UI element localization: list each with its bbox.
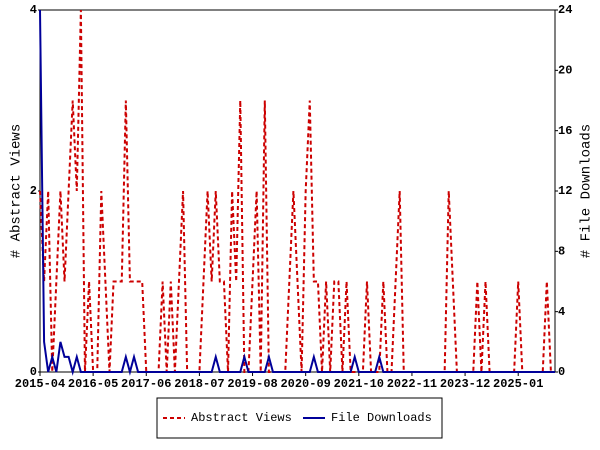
legend-box bbox=[156, 397, 443, 439]
legend-label: Abstract Views bbox=[191, 411, 292, 425]
y2-tick-label: 24 bbox=[558, 3, 572, 17]
y-axis-label: # Abstract Views bbox=[9, 124, 25, 258]
plot-frame bbox=[39, 9, 556, 373]
x-tick-label: 2023-12 bbox=[440, 377, 490, 391]
y-tick-label: 0 bbox=[30, 365, 37, 379]
x-tick-label: 2021-10 bbox=[334, 377, 384, 391]
y2-tick-label: 20 bbox=[558, 64, 572, 78]
y2-tick-label: 0 bbox=[558, 365, 565, 379]
x-tick-label: 2019-08 bbox=[227, 377, 277, 391]
y2-axis-label: # File Downloads bbox=[579, 124, 595, 258]
y-tick-label: 4 bbox=[30, 3, 37, 17]
y2-tick-label: 16 bbox=[558, 124, 572, 138]
y-tick-label: 2 bbox=[30, 184, 37, 198]
legend-label: File Downloads bbox=[331, 411, 432, 425]
x-tick-label: 2018-07 bbox=[174, 377, 224, 391]
x-tick-label: 2015-04 bbox=[15, 377, 65, 391]
y2-tick-label: 4 bbox=[558, 305, 565, 319]
x-tick-label: 2020-09 bbox=[280, 377, 330, 391]
data-line bbox=[39, 9, 555, 376]
y2-tick-label: 12 bbox=[558, 184, 572, 198]
x-tick-label: 2025-01 bbox=[493, 377, 543, 391]
data-line bbox=[39, 9, 555, 373]
y2-tick-label: 8 bbox=[558, 245, 565, 259]
x-tick-label: 2017-06 bbox=[121, 377, 171, 391]
x-tick-label: 2016-05 bbox=[68, 377, 118, 391]
x-tick-label: 2022-11 bbox=[387, 377, 437, 391]
